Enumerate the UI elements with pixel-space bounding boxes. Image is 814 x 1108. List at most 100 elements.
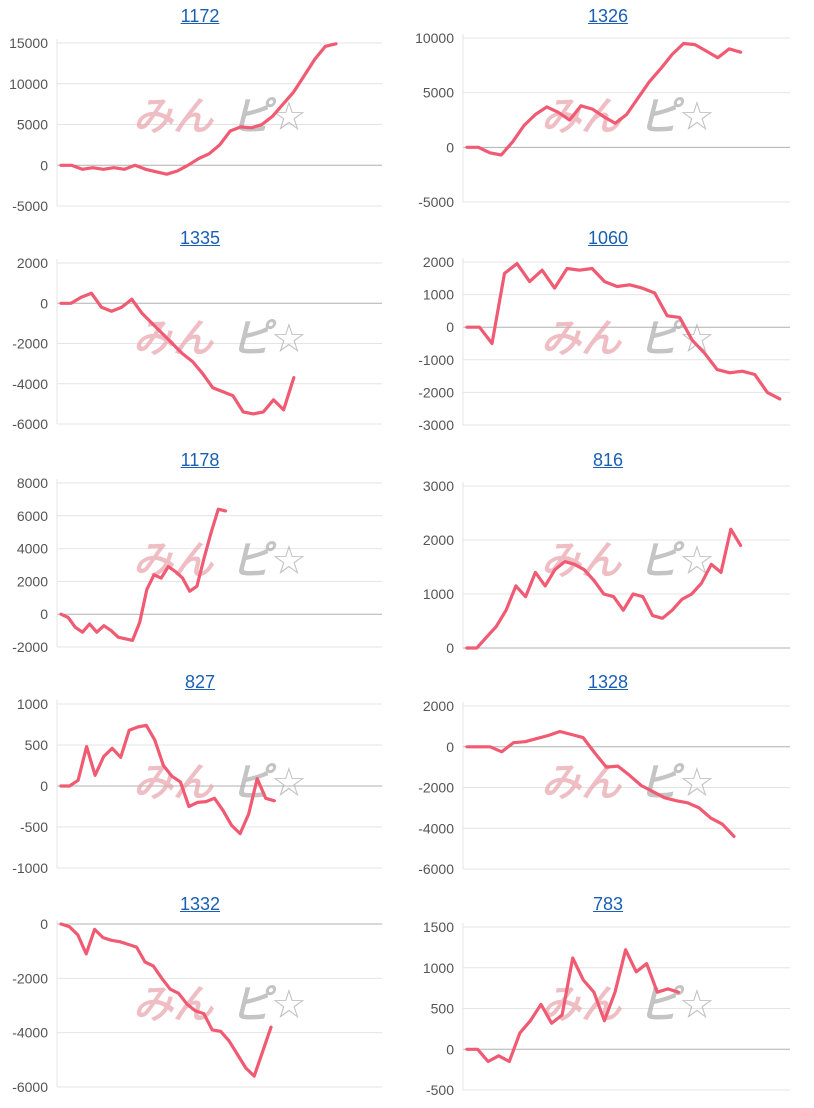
watermark-text-pink: みん [133, 538, 215, 584]
line-chart: 2000 1000 0 -1000 -2000 -3000 みん ピ☆ [418, 254, 790, 433]
series-line [465, 41, 743, 157]
y-tick-label: 1000 [423, 287, 454, 303]
series-line [465, 261, 782, 401]
y-tick-label: -2000 [12, 336, 48, 352]
y-tick-label: 1500 [423, 919, 454, 935]
chart-panel: 1335 2000 0 -2000 -4000 -6000 みん ピ☆ [0, 222, 400, 442]
y-tick-label: 2000 [17, 255, 48, 271]
y-tick-label: 3000 [423, 478, 454, 494]
y-tick-label: -3000 [418, 417, 454, 433]
y-tick-label: -2000 [12, 970, 48, 986]
watermark-logo: みん ピ☆ [541, 94, 715, 140]
y-tick-label: 0 [446, 319, 454, 335]
y-tick-label: 2000 [423, 698, 454, 714]
line-chart: 8000 6000 4000 2000 0 -2000 みん ピ☆ [12, 475, 382, 655]
chart-title-link[interactable]: 1326 [587, 6, 629, 26]
chart-title-link[interactable]: 1335 [179, 228, 221, 248]
watermark-text-pink: みん [133, 760, 215, 806]
watermark-logo: みん ピ☆ [541, 760, 715, 806]
y-tick-label: 6000 [17, 508, 48, 524]
chart-panel: 816 3000 2000 1000 0 みん ピ☆ [408, 444, 808, 664]
series-line [59, 922, 273, 1078]
y-tick-label: 5000 [17, 117, 48, 133]
y-tick-label: 8000 [17, 475, 48, 491]
line-chart: 2000 0 -2000 -4000 -6000 みん ピ☆ [12, 255, 382, 432]
watermark-text-gray: ピ☆ [231, 538, 307, 584]
y-tick-label: 0 [446, 139, 454, 155]
y-tick-label: -2000 [418, 384, 454, 400]
y-tick-label: 2000 [423, 532, 454, 548]
series-line [59, 507, 228, 642]
y-tick-label: -1000 [418, 352, 454, 368]
chart-title-link[interactable]: 1328 [587, 672, 629, 692]
y-tick-label: -4000 [12, 376, 48, 392]
watermark-logo: みん ピ☆ [133, 982, 307, 1028]
series-line [59, 723, 276, 836]
y-tick-label: -6000 [12, 416, 48, 432]
y-tick-label: 0 [40, 157, 48, 173]
y-tick-label: 2000 [17, 573, 48, 589]
y-tick-label: 5000 [423, 85, 454, 101]
watermark-text-gray: ピ☆ [639, 538, 715, 584]
watermark-text-pink: みん [541, 94, 623, 140]
watermark-text-gray: ピ☆ [231, 316, 307, 362]
y-tick-label: 4000 [17, 541, 48, 557]
chart-title-link[interactable]: 1060 [587, 228, 629, 248]
watermark-text-pink: みん [133, 982, 215, 1028]
chart-panel: 1332 0 -2000 -4000 -6000 みん ピ☆ [0, 888, 400, 1108]
y-tick-label: 1000 [423, 586, 454, 602]
chart-panel: 783 1500 1000 500 0 -500 みん ピ☆ [408, 888, 808, 1108]
watermark-logo: みん ピ☆ [133, 94, 307, 140]
line-chart: 15000 10000 5000 0 -5000 みん ピ☆ [9, 35, 382, 214]
watermark-text-gray: ピ☆ [231, 94, 307, 140]
y-tick-label: 0 [40, 295, 48, 311]
line-chart: 0 -2000 -4000 -6000 みん ピ☆ [12, 916, 382, 1095]
chart-panel: 1172 15000 10000 5000 0 -5000 みん ピ☆ [0, 0, 400, 220]
y-tick-label: 500 [25, 737, 49, 753]
series-line [59, 291, 296, 416]
series-line [465, 527, 743, 650]
chart-title-link[interactable]: 783 [592, 894, 624, 914]
watermark-logo: みん ピ☆ [541, 316, 715, 362]
y-tick-label: 0 [40, 606, 48, 622]
y-tick-label: -4000 [12, 1025, 48, 1041]
y-tick-label: 2000 [423, 254, 454, 270]
series-line [465, 729, 736, 838]
watermark-text-pink: みん [541, 538, 623, 584]
watermark-text-pink: みん [133, 94, 215, 140]
line-chart: 2000 0 -2000 -4000 -6000 みん ピ☆ [418, 698, 790, 877]
chart-panel: 1326 10000 5000 0 -5000 みん ピ☆ [408, 0, 808, 220]
y-tick-label: 10000 [415, 30, 454, 46]
y-tick-label: -6000 [418, 861, 454, 877]
y-tick-label: -2000 [418, 780, 454, 796]
y-tick-label: 0 [446, 640, 454, 656]
y-tick-label: 0 [40, 778, 48, 794]
y-tick-label: 0 [40, 916, 48, 932]
y-tick-label: 1000 [423, 960, 454, 976]
line-chart: 1000 500 0 -500 -1000 みん ピ☆ [12, 696, 382, 876]
y-tick-label: -5000 [12, 198, 48, 214]
line-chart: 10000 5000 0 -5000 みん ピ☆ [415, 30, 790, 210]
y-tick-label: 10000 [9, 76, 48, 92]
chart-panel: 827 1000 500 0 -500 -1000 みん ピ☆ [0, 666, 400, 886]
watermark-text-gray: ピ☆ [639, 316, 715, 362]
watermark-text-pink: みん [541, 316, 623, 362]
y-tick-label: -4000 [418, 820, 454, 836]
chart-panel: 1178 8000 6000 4000 2000 0 -2000 みん ピ☆ [0, 444, 400, 664]
chart-title-link[interactable]: 1332 [179, 894, 221, 914]
watermark-text-gray: ピ☆ [639, 982, 715, 1028]
series-line [465, 948, 680, 1064]
y-tick-label: -2000 [12, 639, 48, 655]
chart-title-link[interactable]: 1178 [180, 450, 220, 470]
y-tick-label: -5000 [418, 194, 454, 210]
y-tick-label: 1000 [17, 696, 48, 712]
y-tick-label: 500 [431, 1001, 455, 1017]
watermark-text-pink: みん [133, 316, 215, 362]
chart-title-link[interactable]: 816 [592, 450, 624, 470]
watermark-text-gray: ピ☆ [639, 760, 715, 806]
chart-title-link[interactable]: 827 [184, 672, 216, 692]
chart-title-link[interactable]: 1172 [180, 6, 220, 26]
watermark-logo: みん ピ☆ [133, 760, 307, 806]
watermark-text-gray: ピ☆ [639, 94, 715, 140]
